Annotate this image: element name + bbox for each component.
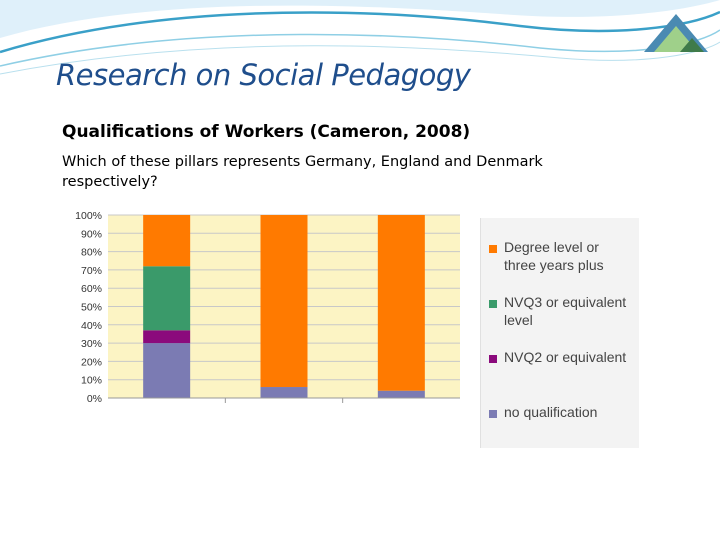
bar-segment-degree-level-or-three-years-plus xyxy=(377,215,425,391)
y-tick-label: 70% xyxy=(81,265,102,277)
y-axis-ticks: 0% 10% 20% 30% 40% 50% 60% 70% 80% 90% 100% xyxy=(75,210,102,405)
chart-legend: Degree level or three years plus NVQ3 or … xyxy=(480,218,639,448)
legend-label: NVQ2 or equivalent xyxy=(504,349,627,365)
y-tick-label: 80% xyxy=(81,247,102,259)
y-tick-label: 40% xyxy=(81,320,102,332)
legend-swatch xyxy=(489,410,497,418)
bar-segment-degree-level-or-three-years-plus xyxy=(143,215,191,267)
bars xyxy=(143,215,425,398)
bar-segment-no-qualification xyxy=(143,343,191,398)
stacked-bar-chart: 0% 10% 20% 30% 40% 50% 60% 70% 80% 90% 100% xyxy=(75,210,460,405)
bar-segment-nvq2-or-equivalent xyxy=(143,330,191,344)
y-tick-label: 0% xyxy=(87,393,102,405)
legend-label: no qualification xyxy=(504,404,598,420)
legend-label: Degree level or three years plus xyxy=(504,239,604,273)
y-tick-label: 30% xyxy=(81,338,102,350)
slide-title: Research on Social Pedagogy xyxy=(56,58,471,92)
bar-segment-nvq3-or-equivalent-level xyxy=(143,266,191,331)
y-tick-label: 60% xyxy=(81,283,102,295)
y-tick-label: 100% xyxy=(75,210,102,222)
slide-subtitle: Qualifications of Workers (Cameron, 2008… xyxy=(62,122,471,142)
y-tick-label: 20% xyxy=(81,356,102,368)
legend-swatch xyxy=(489,300,497,308)
bar-segment-no-qualification xyxy=(377,390,425,398)
y-tick-label: 50% xyxy=(81,302,102,314)
x-axis xyxy=(108,397,460,403)
bar-segment-no-qualification xyxy=(260,387,308,398)
legend-swatch xyxy=(489,245,497,253)
question-text: Which of these pillars represents German… xyxy=(62,154,543,190)
y-tick-label: 90% xyxy=(81,228,102,240)
mountain-logo-icon xyxy=(644,14,708,52)
y-tick-label: 10% xyxy=(81,375,102,387)
bar-segment-degree-level-or-three-years-plus xyxy=(260,215,308,388)
legend-swatch xyxy=(489,355,497,363)
legend-label: NVQ3 or equivalent level xyxy=(504,294,627,328)
